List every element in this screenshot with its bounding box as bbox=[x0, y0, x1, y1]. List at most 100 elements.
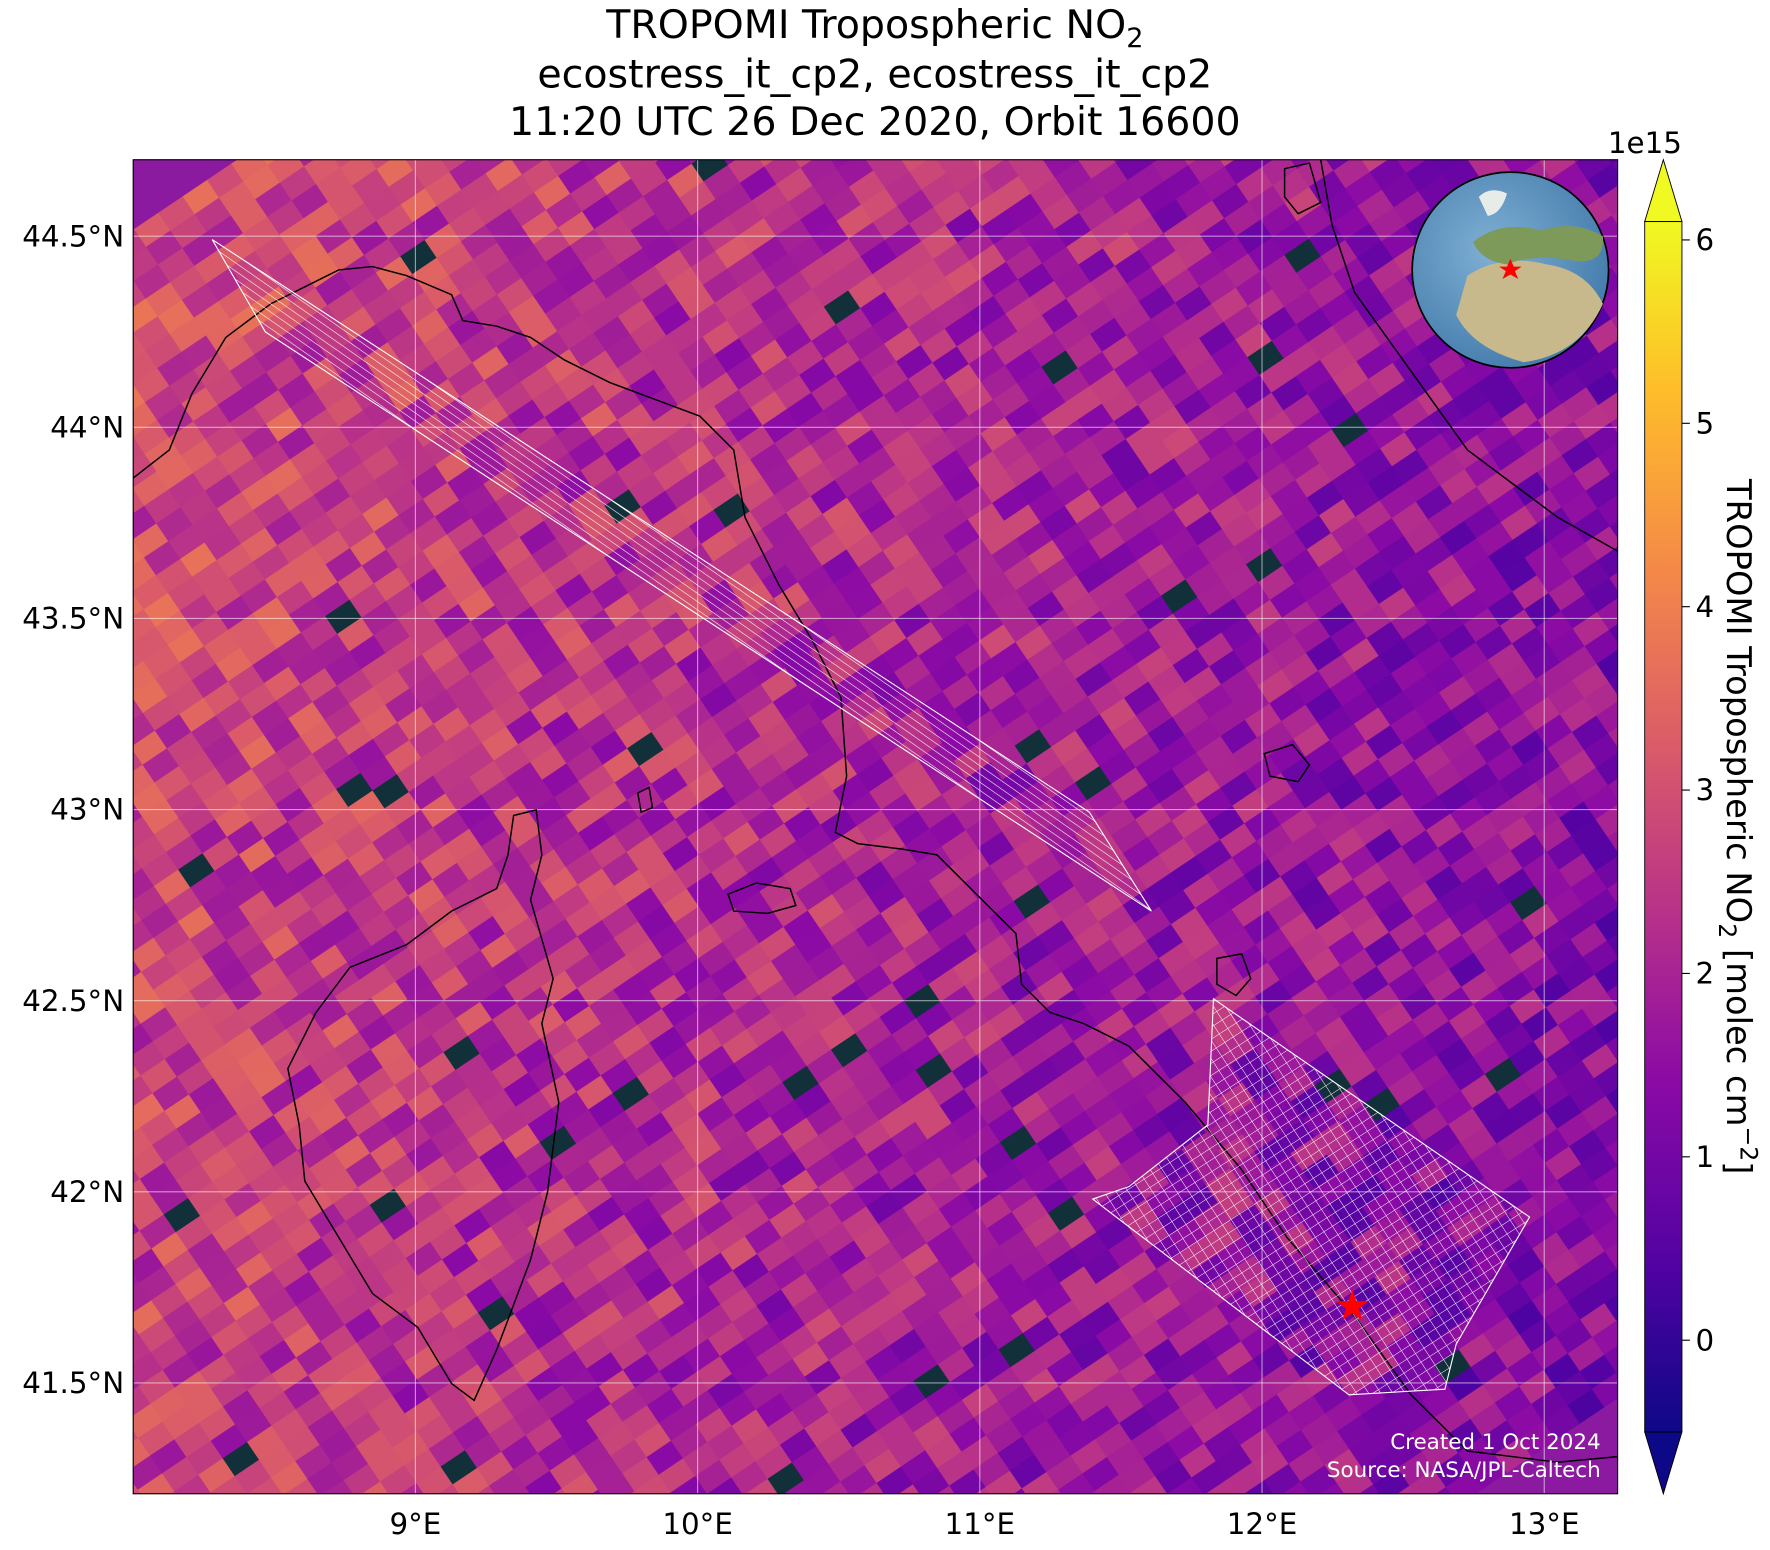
no2-pixel bbox=[541, 814, 580, 850]
no2-pixel bbox=[847, 325, 886, 361]
no2-pixel bbox=[671, 1320, 710, 1356]
no2-pixel bbox=[272, 1305, 310, 1341]
no2-pixel bbox=[1460, 1073, 1499, 1109]
no2-pixel bbox=[1304, 843, 1343, 879]
no2-pixel bbox=[1393, 190, 1432, 226]
no2-pixel bbox=[994, 175, 1032, 211]
no2-pixel bbox=[442, 1190, 480, 1227]
no2-pixel bbox=[1102, 231, 1141, 267]
no2-pixel bbox=[1317, 653, 1356, 690]
no2-pixel bbox=[313, 581, 351, 617]
no2-pixel bbox=[1017, 262, 1056, 299]
no2-pixel bbox=[880, 844, 919, 880]
no2-pixel bbox=[930, 604, 969, 641]
no2-pixel bbox=[1353, 707, 1392, 743]
no2-pixel bbox=[702, 268, 741, 304]
no2-pixel bbox=[1291, 929, 1330, 965]
no2-pixel bbox=[416, 1466, 454, 1494]
no2-pixel bbox=[622, 1404, 661, 1441]
no2-pixel bbox=[399, 291, 438, 327]
no2-pixel bbox=[1404, 415, 1442, 451]
no2-pixel bbox=[905, 776, 943, 812]
no2-pixel bbox=[1219, 822, 1258, 859]
no2-pixel bbox=[1016, 469, 1054, 506]
no2-pixel bbox=[755, 1496, 793, 1531]
no2-pixel bbox=[494, 691, 532, 728]
no2-pixel bbox=[1428, 347, 1467, 383]
no2-pixel bbox=[1476, 521, 1514, 557]
no2-pixel bbox=[1175, 182, 1214, 218]
no2-pixel bbox=[1544, 1249, 1582, 1285]
no2-pixel bbox=[137, 1472, 176, 1494]
no2-pixel bbox=[295, 1496, 333, 1531]
no2-pixel bbox=[470, 552, 509, 589]
no2-pixel bbox=[1018, 210, 1056, 247]
no2-pixel bbox=[1515, 109, 1553, 144]
no2-pixel bbox=[505, 865, 543, 901]
no2-pixel bbox=[707, 1373, 746, 1409]
no2-pixel bbox=[133, 212, 172, 248]
no2-pixel bbox=[227, 664, 266, 701]
no2-pixel bbox=[822, 497, 861, 533]
no2-pixel bbox=[1017, 314, 1056, 350]
no2-pixel bbox=[843, 946, 882, 983]
no2-pixel bbox=[1499, 712, 1537, 748]
no2-pixel bbox=[271, 1408, 309, 1445]
no2-pixel bbox=[252, 648, 290, 684]
no2-pixel bbox=[133, 712, 157, 748]
no2-pixel bbox=[174, 1422, 212, 1458]
no2-pixel bbox=[1234, 426, 1273, 462]
no2-pixel bbox=[509, 191, 548, 228]
no2-pixel bbox=[1390, 604, 1429, 641]
no2-pixel bbox=[695, 1303, 734, 1340]
no2-pixel bbox=[152, 1128, 190, 1164]
no2-pixel bbox=[228, 509, 267, 545]
no2-pixel bbox=[1096, 1111, 1135, 1148]
no2-pixel bbox=[1197, 580, 1235, 616]
no2-pixel bbox=[347, 945, 385, 981]
no2-pixel bbox=[812, 220, 850, 256]
no2-pixel bbox=[231, 159, 269, 183]
no2-pixel bbox=[408, 826, 447, 863]
no2-pixel bbox=[358, 1014, 397, 1051]
no2-pixel bbox=[805, 1152, 844, 1188]
no2-pixel bbox=[72, 486, 110, 521]
no2-pixel bbox=[1011, 1194, 1050, 1231]
no2-pixel bbox=[1013, 832, 1052, 868]
no2-pixel bbox=[1083, 1301, 1122, 1337]
no2-pixel bbox=[193, 352, 232, 388]
no2-pixel bbox=[872, 205, 911, 241]
no2-pixel bbox=[614, 765, 653, 801]
no2-pixel bbox=[1235, 322, 1273, 358]
no2-pixel bbox=[612, 1128, 650, 1164]
no2-pixel bbox=[1317, 757, 1355, 793]
no2-pixel bbox=[169, 317, 208, 353]
no2-pixel bbox=[1034, 1385, 1073, 1422]
no2-pixel bbox=[1183, 821, 1222, 857]
no2-pixel bbox=[326, 443, 364, 480]
no2-pixel bbox=[272, 1253, 310, 1289]
no2-pixel bbox=[1187, 200, 1226, 236]
no2-pixel bbox=[1022, 1316, 1061, 1352]
no2-pixel bbox=[154, 765, 193, 801]
no2-pixel bbox=[1182, 1028, 1220, 1064]
no2-pixel bbox=[1582, 888, 1618, 924]
no2-pixel bbox=[860, 291, 898, 327]
no2-pixel bbox=[1255, 927, 1294, 964]
no2-pixel bbox=[1219, 926, 1257, 962]
no2-pixel bbox=[1171, 855, 1209, 891]
no2-pixel bbox=[1012, 1039, 1051, 1075]
no2-pixel bbox=[493, 847, 531, 883]
no2-pixel bbox=[944, 311, 983, 348]
no2-pixel bbox=[714, 389, 752, 425]
no2-pixel bbox=[1368, 362, 1406, 398]
no2-pixel bbox=[1042, 246, 1080, 282]
no2-pixel bbox=[383, 895, 422, 931]
no2-pixel bbox=[1497, 971, 1536, 1007]
no2-pixel bbox=[407, 982, 445, 1018]
no2-pixel bbox=[1452, 486, 1490, 522]
no2-pixel bbox=[1424, 1020, 1463, 1056]
no2-pixel bbox=[1449, 848, 1488, 885]
no2-pixel bbox=[497, 174, 536, 210]
no2-pixel bbox=[1269, 686, 1307, 722]
